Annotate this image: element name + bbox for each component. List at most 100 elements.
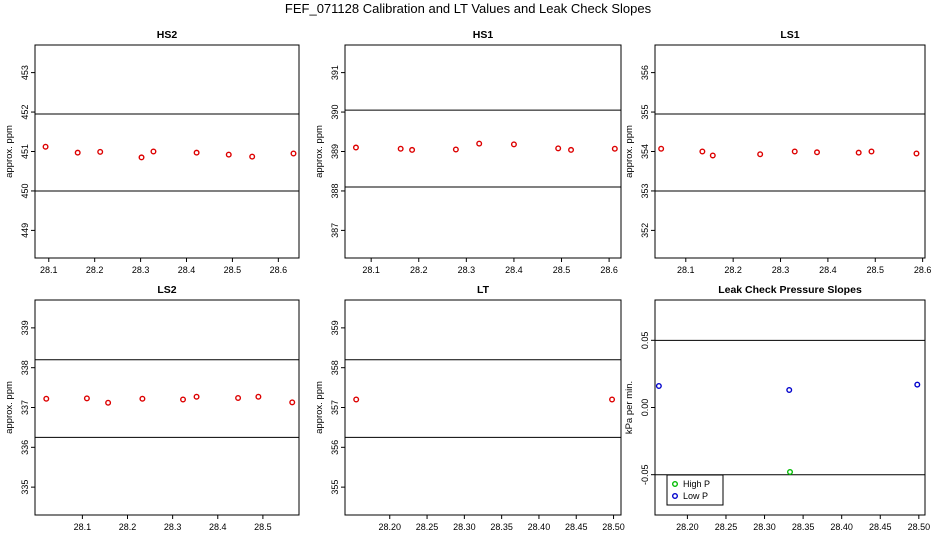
y-tick-label: 388	[330, 183, 340, 198]
y-axis-label: approx. ppm	[4, 381, 15, 434]
data-point	[249, 153, 256, 160]
y-tick-label: 389	[330, 144, 340, 159]
x-tick-label: 28.1	[677, 265, 695, 275]
data-point	[255, 393, 262, 400]
y-tick-label: 338	[20, 360, 30, 375]
data-point	[568, 146, 575, 153]
plot-frame	[654, 44, 926, 259]
y-tick-label: 355	[330, 480, 340, 495]
y-tick-label: -0.05	[640, 464, 650, 485]
data-point	[74, 149, 81, 156]
x-tick-label: 28.5	[553, 265, 571, 275]
data-point	[43, 395, 50, 402]
x-tick-label: 28.4	[209, 522, 227, 532]
data-point	[452, 146, 459, 153]
x-tick-label: 28.25	[715, 522, 738, 532]
y-tick-label: 339	[20, 320, 30, 335]
panel-0: HS2 approx. ppm 28.1 28.2 28.3 28.4 28.5 28.6 44…	[4, 29, 300, 275]
data-point	[609, 396, 616, 403]
data-point	[476, 140, 483, 147]
x-tick-label: 28.50	[908, 522, 931, 532]
x-tick-label: 28.40	[830, 522, 853, 532]
x-tick-label: 28.1	[40, 265, 58, 275]
plot-frame	[34, 299, 300, 516]
x-tick-label: 28.35	[490, 522, 513, 532]
data-point	[289, 399, 296, 406]
y-tick-label: 452	[20, 105, 30, 120]
y-tick-label: 359	[330, 320, 340, 335]
data-point	[352, 144, 359, 151]
x-tick-label: 28.3	[132, 265, 150, 275]
plot-frame	[344, 299, 622, 516]
x-tick-label: 28.45	[565, 522, 588, 532]
x-tick-label: 28.6	[600, 265, 618, 275]
y-tick-label: 335	[20, 480, 30, 495]
y-tick-label: 390	[330, 105, 340, 120]
y-tick-label: 337	[20, 400, 30, 415]
x-tick-label: 28.3	[458, 265, 476, 275]
legend-label: High P	[683, 479, 710, 489]
y-tick-label: 387	[330, 223, 340, 238]
data-point	[83, 395, 90, 402]
panel-title: LS1	[780, 29, 799, 41]
x-tick-label: 28.4	[178, 265, 196, 275]
y-axis-label: approx. ppm	[624, 125, 635, 178]
x-tick-label: 28.40	[528, 522, 551, 532]
data-point	[105, 399, 112, 406]
x-tick-label: 28.3	[164, 522, 182, 532]
y-tick-label: 0.00	[640, 399, 650, 417]
data-point	[658, 145, 665, 152]
plot-frame	[344, 44, 622, 259]
panel-5: Leak Check Pressure Slopes kPa per min. 28…	[624, 284, 930, 532]
data-point	[42, 143, 49, 150]
panel-title: HS2	[157, 29, 178, 41]
x-tick-label: 28.20	[676, 522, 699, 532]
legend-marker	[672, 481, 679, 488]
data-point	[855, 149, 862, 156]
y-tick-label: 354	[640, 144, 650, 159]
y-tick-label: 352	[640, 223, 650, 238]
panel-2: LS1 approx. ppm 28.1 28.2 28.3 28.4 28.5 28.6 35…	[624, 29, 931, 275]
panel-title: LS2	[157, 284, 176, 296]
data-point	[235, 394, 242, 401]
y-tick-label: 355	[640, 105, 650, 120]
data-point	[555, 145, 562, 152]
figure-title: FEF_071128 Calibration and LT Values and…	[285, 1, 652, 16]
data-point	[150, 148, 157, 155]
data-point	[787, 469, 794, 476]
x-tick-label: 28.35	[792, 522, 815, 532]
x-tick-label: 28.6	[270, 265, 288, 275]
x-tick-label: 28.4	[819, 265, 837, 275]
data-point	[791, 148, 798, 155]
x-tick-label: 28.30	[453, 522, 476, 532]
y-tick-label: 356	[330, 440, 340, 455]
y-tick-label: 357	[330, 400, 340, 415]
data-point	[290, 150, 297, 157]
y-axis-label: approx. ppm	[314, 125, 325, 178]
x-tick-label: 28.25	[416, 522, 439, 532]
y-tick-label: 449	[20, 223, 30, 238]
x-tick-label: 28.50	[602, 522, 625, 532]
y-tick-label: 391	[330, 65, 340, 80]
legend-box	[666, 474, 724, 506]
data-point	[193, 149, 200, 156]
x-tick-label: 28.2	[119, 522, 137, 532]
y-tick-label: 353	[640, 183, 650, 198]
panel-title: LT	[477, 284, 490, 296]
data-point	[868, 148, 875, 155]
data-point	[757, 151, 764, 158]
x-tick-label: 28.2	[724, 265, 742, 275]
data-point	[180, 396, 187, 403]
y-tick-label: 450	[20, 183, 30, 198]
x-tick-label: 28.2	[410, 265, 428, 275]
x-tick-label: 28.5	[866, 265, 884, 275]
data-point	[139, 395, 146, 402]
y-tick-label: 451	[20, 144, 30, 159]
data-point	[655, 383, 662, 390]
panel-title: Leak Check Pressure Slopes	[718, 284, 862, 296]
data-point	[913, 150, 920, 157]
y-tick-label: 0.05	[640, 332, 650, 350]
y-tick-label: 336	[20, 440, 30, 455]
data-point	[138, 154, 145, 161]
